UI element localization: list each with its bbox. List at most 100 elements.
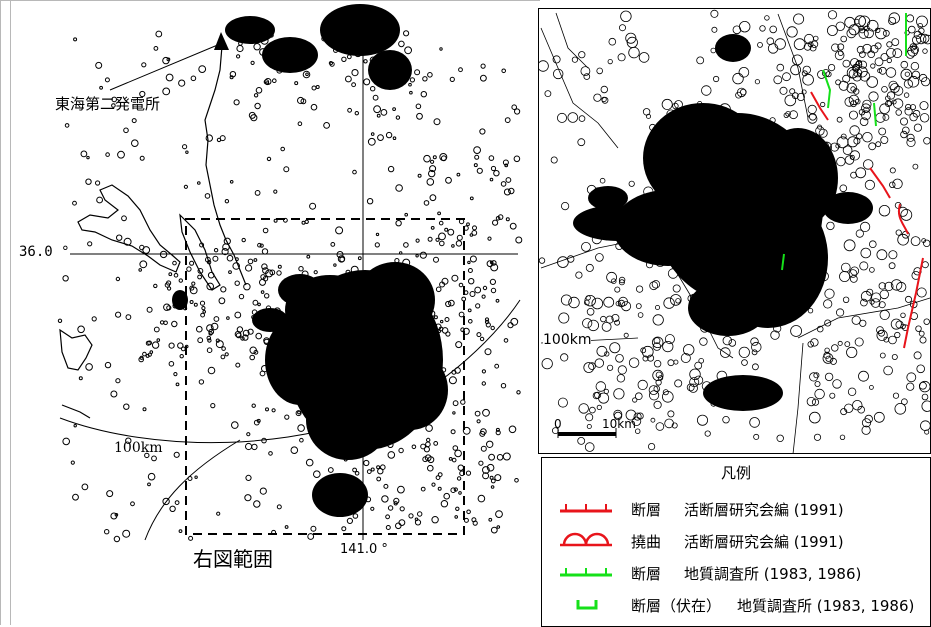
epicenter-marker bbox=[362, 321, 370, 328]
epicenter-marker bbox=[604, 229, 614, 239]
epicenter-marker bbox=[815, 126, 825, 136]
epicenter-marker bbox=[885, 95, 891, 101]
epicenter-marker bbox=[653, 337, 661, 345]
epicenter-marker bbox=[516, 390, 521, 395]
epicenter-marker bbox=[840, 35, 848, 43]
distance-100km-arc-lower bbox=[144, 439, 241, 541]
epicenter-marker bbox=[888, 16, 897, 25]
epicenter-marker bbox=[260, 274, 266, 280]
epicenter-marker bbox=[344, 29, 353, 38]
epicenter-marker bbox=[372, 94, 379, 101]
epicenter-marker bbox=[283, 166, 290, 173]
epicenter-marker bbox=[186, 266, 192, 272]
epicenter-marker bbox=[884, 281, 894, 291]
epicenter-marker bbox=[115, 378, 121, 384]
epicenter-marker bbox=[876, 249, 888, 261]
epicenter-marker bbox=[346, 517, 353, 525]
epicenter-marker bbox=[369, 56, 377, 64]
epicenter-marker bbox=[441, 367, 447, 373]
epicenter-marker bbox=[490, 526, 498, 534]
epicenter-marker bbox=[580, 66, 591, 76]
epicenter-marker bbox=[315, 85, 320, 89]
epicenter-marker bbox=[141, 62, 147, 68]
epicenter-marker bbox=[875, 27, 887, 40]
epicenter-marker bbox=[344, 496, 351, 503]
epicenter-marker bbox=[81, 483, 89, 491]
epicenter-marker bbox=[374, 242, 380, 248]
epicenter-marker bbox=[262, 33, 269, 40]
epicenter-marker bbox=[220, 354, 226, 360]
epicenter-marker bbox=[588, 362, 596, 370]
epicenter-marker bbox=[247, 328, 254, 335]
epicenter-marker bbox=[901, 126, 910, 135]
epicenter-marker bbox=[343, 457, 348, 462]
epicenter-marker bbox=[725, 110, 733, 118]
epicenter-marker bbox=[80, 150, 88, 158]
epicenter-marker bbox=[479, 128, 486, 135]
epicenter-marker bbox=[165, 73, 174, 82]
epicenter-marker bbox=[454, 515, 459, 519]
epicenter-marker bbox=[351, 271, 359, 279]
epicenter-marker bbox=[710, 47, 717, 54]
epicenter-marker bbox=[835, 308, 845, 317]
epicenter-marker bbox=[538, 257, 546, 264]
epicenter-marker bbox=[393, 501, 398, 506]
epicenter-marker bbox=[370, 359, 376, 365]
epicenter-marker bbox=[623, 332, 629, 338]
epicenter-marker bbox=[445, 300, 452, 308]
epicenter-marker bbox=[261, 248, 269, 255]
epicenter-marker bbox=[202, 310, 206, 314]
epicenter-marker bbox=[824, 319, 832, 327]
epicenter-marker bbox=[375, 232, 380, 237]
epicenter-marker bbox=[452, 411, 456, 415]
epicenter-marker bbox=[189, 286, 198, 295]
epicenter-marker bbox=[708, 293, 719, 304]
epicenter-marker bbox=[323, 361, 329, 367]
epicenter-marker bbox=[637, 312, 644, 318]
epicenter-marker bbox=[474, 410, 481, 417]
epicenter-marker bbox=[378, 377, 382, 382]
epicenter-marker bbox=[397, 485, 405, 494]
epicenter-marker bbox=[122, 529, 131, 538]
epicenter-marker bbox=[694, 361, 703, 370]
epicenter-marker bbox=[397, 386, 406, 395]
epicenter-marker bbox=[842, 74, 851, 83]
epicenter-marker bbox=[596, 345, 608, 357]
epicenter-marker bbox=[895, 320, 904, 329]
epicenter-marker bbox=[437, 329, 442, 334]
epicenter-marker bbox=[751, 386, 764, 398]
epicenter-marker bbox=[667, 268, 679, 279]
epicenter-marker bbox=[399, 251, 403, 255]
epicenter-marker bbox=[263, 338, 270, 345]
epicenter-marker bbox=[350, 500, 355, 506]
legend-type-2: 断層 bbox=[631, 565, 662, 583]
epicenter-marker bbox=[575, 271, 583, 279]
epicenter-marker bbox=[333, 288, 338, 294]
epicenter-marker bbox=[251, 315, 256, 320]
epicenter-marker bbox=[863, 159, 874, 170]
epicenter-marker bbox=[861, 418, 872, 428]
epicenter-marker bbox=[505, 217, 510, 222]
red-flexure-symbol-icon bbox=[560, 532, 612, 547]
epicenter-marker bbox=[646, 212, 655, 221]
epicenter-marker bbox=[607, 58, 613, 65]
epicenter-marker bbox=[852, 400, 863, 411]
epicenter-marker bbox=[163, 320, 168, 326]
epicenter-marker bbox=[139, 155, 145, 161]
epicenter-marker bbox=[392, 54, 397, 59]
epicenter-marker bbox=[655, 422, 665, 431]
epicenter-marker bbox=[776, 63, 785, 72]
epicenter-marker bbox=[377, 328, 384, 334]
epicenter-marker bbox=[883, 365, 893, 376]
epicenter-marker bbox=[856, 133, 863, 140]
epicenter-marker bbox=[618, 279, 625, 286]
epicenter-marker bbox=[919, 336, 927, 344]
epicenter-marker bbox=[668, 194, 675, 201]
epicenter-marker bbox=[726, 37, 737, 48]
epicenter-marker bbox=[415, 254, 419, 258]
epicenter-marker bbox=[376, 465, 381, 470]
epicenter-marker bbox=[854, 98, 861, 105]
legend-source-1: 活断層研究会編 (1991) bbox=[684, 533, 844, 551]
epicenter-marker bbox=[147, 472, 156, 481]
epicenter-marker bbox=[125, 314, 132, 321]
